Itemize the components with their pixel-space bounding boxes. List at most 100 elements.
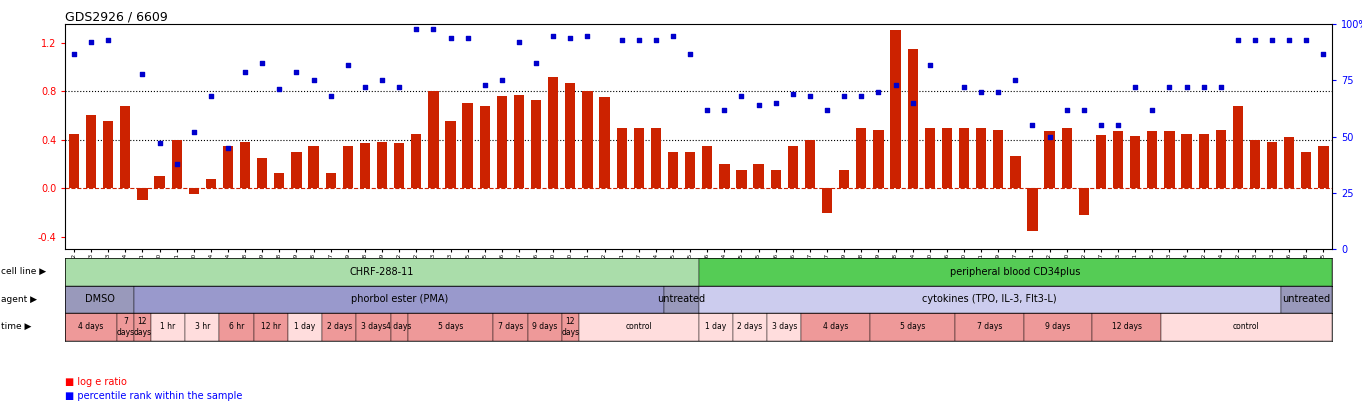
Bar [257, 158, 267, 188]
Point [1295, 37, 1317, 43]
Bar [699, 286, 1280, 313]
Point [1193, 84, 1215, 90]
Bar [69, 134, 79, 188]
Bar [685, 152, 695, 188]
Bar [188, 188, 199, 194]
Bar [821, 188, 832, 213]
Point [440, 34, 462, 41]
Point [63, 50, 84, 57]
Text: control: control [1233, 322, 1260, 331]
Text: 7
days: 7 days [116, 317, 135, 337]
Point [953, 84, 975, 90]
Bar [206, 179, 217, 188]
Bar [1284, 137, 1294, 188]
Bar [326, 173, 336, 188]
Point [456, 34, 478, 41]
Text: 7 days: 7 days [977, 322, 1002, 331]
Point [1261, 37, 1283, 43]
Point [1056, 107, 1077, 113]
Text: 9 days: 9 days [1046, 322, 1071, 331]
Point [1039, 134, 1061, 140]
Point [646, 37, 667, 43]
Bar [977, 128, 986, 188]
Bar [133, 286, 665, 313]
Bar [223, 146, 233, 188]
Text: cell line ▶: cell line ▶ [1, 267, 46, 276]
Bar [185, 313, 219, 341]
Text: 2 days: 2 days [737, 322, 763, 331]
Point [1090, 122, 1111, 129]
Bar [959, 128, 970, 188]
Point [474, 82, 496, 88]
Point [799, 93, 821, 100]
Point [1004, 77, 1027, 84]
Bar [733, 313, 767, 341]
Text: 4 days: 4 days [79, 322, 104, 331]
Bar [1096, 135, 1106, 188]
Bar [391, 313, 407, 341]
Bar [1280, 286, 1332, 313]
Text: peripheral blood CD34plus: peripheral blood CD34plus [951, 267, 1080, 277]
Point [782, 91, 804, 97]
Bar [1199, 134, 1209, 188]
Text: untreated: untreated [658, 294, 706, 304]
Point [970, 89, 992, 95]
Bar [138, 188, 147, 200]
Bar [428, 91, 439, 188]
Point [526, 59, 548, 66]
Bar [805, 140, 814, 188]
Point [336, 62, 358, 68]
Point [1175, 84, 1197, 90]
Bar [667, 152, 678, 188]
Bar [633, 128, 644, 188]
Bar [1130, 136, 1140, 188]
Bar [565, 83, 576, 188]
Bar [86, 115, 97, 188]
Bar [240, 142, 251, 188]
Text: 12 hr: 12 hr [260, 322, 281, 331]
Text: GDS2926 / 6609: GDS2926 / 6609 [65, 10, 168, 23]
Point [902, 100, 923, 106]
Bar [767, 313, 801, 341]
Bar [617, 128, 627, 188]
Bar [925, 128, 934, 188]
Text: 1 hr: 1 hr [161, 322, 176, 331]
Text: control: control [625, 322, 652, 331]
Bar [801, 313, 870, 341]
Bar [1147, 131, 1158, 188]
Point [132, 70, 154, 77]
Bar [151, 313, 185, 341]
Point [1124, 84, 1145, 90]
Bar [787, 146, 798, 188]
Bar [527, 313, 561, 341]
Point [1313, 50, 1335, 57]
Text: 9 days: 9 days [533, 322, 557, 331]
Bar [583, 91, 592, 188]
Point [1073, 107, 1095, 113]
Bar [873, 130, 884, 188]
Bar [411, 134, 421, 188]
Point [1159, 84, 1181, 90]
Point [765, 100, 787, 106]
Bar [323, 313, 357, 341]
Point [320, 93, 342, 100]
Bar [445, 122, 456, 188]
Point [834, 93, 855, 100]
Bar [133, 313, 151, 341]
Point [662, 32, 684, 39]
Bar [1160, 313, 1332, 341]
Point [97, 37, 118, 43]
Point [268, 86, 290, 93]
Point [610, 37, 632, 43]
Bar [219, 313, 253, 341]
Point [114, 0, 136, 5]
Bar [651, 128, 661, 188]
Bar [1045, 131, 1054, 188]
Bar [1301, 152, 1312, 188]
Bar [941, 128, 952, 188]
Text: 1 day: 1 day [294, 322, 316, 331]
Point [1141, 107, 1163, 113]
Bar [1061, 128, 1072, 188]
Point [885, 82, 907, 88]
Point [148, 140, 170, 147]
